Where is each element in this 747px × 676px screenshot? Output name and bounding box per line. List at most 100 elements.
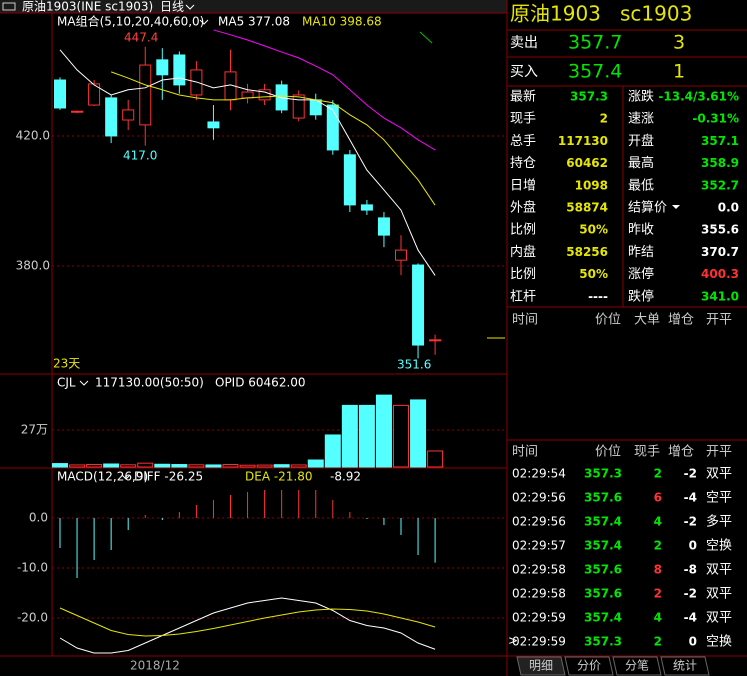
dropdown-icon	[672, 205, 680, 209]
trade-volume: 4	[654, 515, 662, 529]
legend-entry: MA10 398.68	[302, 15, 382, 29]
quote-volume: 3	[673, 32, 685, 54]
trade-change: -2	[684, 587, 697, 601]
candle-body	[173, 54, 186, 86]
candle-body	[139, 64, 152, 126]
cursor-mark: >	[508, 634, 518, 648]
period-selector[interactable]: 日线	[160, 0, 184, 14]
volume-bar	[290, 464, 307, 468]
quote-volume: 1	[673, 61, 685, 83]
legend-entry: MA5 377.08	[218, 15, 290, 29]
tab-shape[interactable]	[612, 656, 662, 676]
trade-price: 357.3	[584, 467, 622, 481]
opid-label: OPID 60462.00	[215, 376, 306, 390]
quote-label: 卖出	[510, 35, 538, 51]
trade-change: -8	[684, 563, 697, 577]
stat-value: 58256	[566, 245, 608, 259]
tab[interactable]: 统计	[673, 659, 697, 673]
candle-body	[54, 79, 66, 109]
dea-label: DEA -21.80	[245, 470, 313, 484]
trade-change: 0	[689, 635, 697, 649]
dropdown-icon	[199, 19, 209, 25]
candle-body	[71, 110, 84, 113]
trade-volume: 2	[654, 467, 662, 481]
volume-bar	[256, 464, 273, 468]
stat-value: -0.31%	[692, 112, 739, 126]
y-tick-label: 27万	[21, 423, 48, 437]
trade-price: 357.6	[584, 587, 622, 601]
stat-value: 357.3	[570, 90, 608, 104]
stat-value: 1098	[575, 178, 608, 192]
trade-time: 02:29:59	[512, 611, 566, 625]
trade-volume: 6	[654, 491, 662, 505]
stat-label: 内盘	[510, 244, 536, 260]
diff-label: DIFF -26.25	[134, 470, 203, 484]
tab[interactable]: 明细	[529, 659, 553, 673]
trade-time: 02:29:57	[512, 539, 566, 553]
header-title: 原油1903(INE sc1903)	[22, 0, 153, 14]
column-header: 增仓	[668, 445, 694, 460]
stat-value: 370.7	[701, 245, 739, 259]
candle-body	[360, 204, 373, 211]
stat-value: -13.4/3.61%	[658, 90, 739, 104]
stat-label: 速涨	[628, 112, 654, 127]
volume-bar	[154, 463, 171, 468]
tab[interactable]: 分笔	[625, 658, 649, 673]
trade-volume: 4	[654, 611, 662, 625]
stat-label: 最低	[628, 178, 654, 193]
trade-type: 空换	[706, 635, 732, 650]
stat-label: 杠杆	[510, 288, 536, 304]
stat-label: 现手	[510, 112, 536, 127]
candle-body	[343, 154, 356, 206]
stat-label: 开盘	[628, 133, 654, 149]
stat-label: 昨结	[628, 245, 654, 260]
tab[interactable]: 分价	[577, 659, 601, 673]
volume-bar	[427, 450, 444, 468]
volume-bar	[341, 404, 358, 468]
title-bar	[0, 0, 507, 13]
volume-indicator: CJL	[57, 376, 76, 390]
trade-type: 双平	[706, 563, 732, 578]
window-icon	[2, 2, 16, 11]
volume-bar	[205, 464, 222, 468]
trade-type: 空平	[706, 491, 732, 506]
macd-value: -8.92	[330, 470, 361, 484]
tab-shape[interactable]	[564, 656, 614, 676]
column-header: 开平	[706, 445, 732, 460]
y-tick-label: 380.0	[16, 259, 50, 273]
stat-label: 最新	[510, 89, 536, 105]
y-tick-label: 420.0	[16, 128, 50, 142]
y-tick-label: -20.0	[17, 611, 48, 625]
column-header: 开平	[706, 313, 732, 328]
stat-value: 58874	[566, 201, 608, 215]
column-header: 价位	[595, 445, 621, 460]
stat-value: ----	[588, 289, 608, 303]
trade-price: 357.3	[584, 635, 622, 649]
column-header: 价位	[595, 313, 621, 328]
macd-indicator: MACD(12,26,9)	[57, 470, 148, 484]
column-header: 增仓	[668, 313, 694, 328]
trade-type: 双平	[706, 611, 732, 626]
trade-time: 02:29:59	[512, 635, 566, 649]
ma-line	[110, 71, 436, 206]
volume-bar	[358, 404, 375, 468]
tab-shape[interactable]	[516, 656, 566, 676]
y-tick-label: 0.0	[29, 511, 48, 525]
quote-title: 原油1903	[510, 2, 601, 26]
volume-bar	[86, 464, 103, 468]
tab-shape[interactable]	[660, 656, 710, 676]
dropdown-icon	[79, 380, 89, 386]
trade-time: 02:29:58	[512, 563, 566, 577]
candle-body	[105, 97, 118, 137]
high-label: 447.4	[124, 31, 158, 45]
trade-type: 双平	[706, 467, 732, 482]
candle-body	[326, 104, 339, 151]
stat-value: 400.3	[701, 267, 739, 281]
candle-body	[377, 217, 390, 236]
trade-time: 02:29:56	[512, 491, 566, 505]
trade-volume: 2	[654, 587, 662, 601]
dropdown-icon	[185, 4, 195, 10]
trade-volume: 2	[654, 635, 662, 649]
